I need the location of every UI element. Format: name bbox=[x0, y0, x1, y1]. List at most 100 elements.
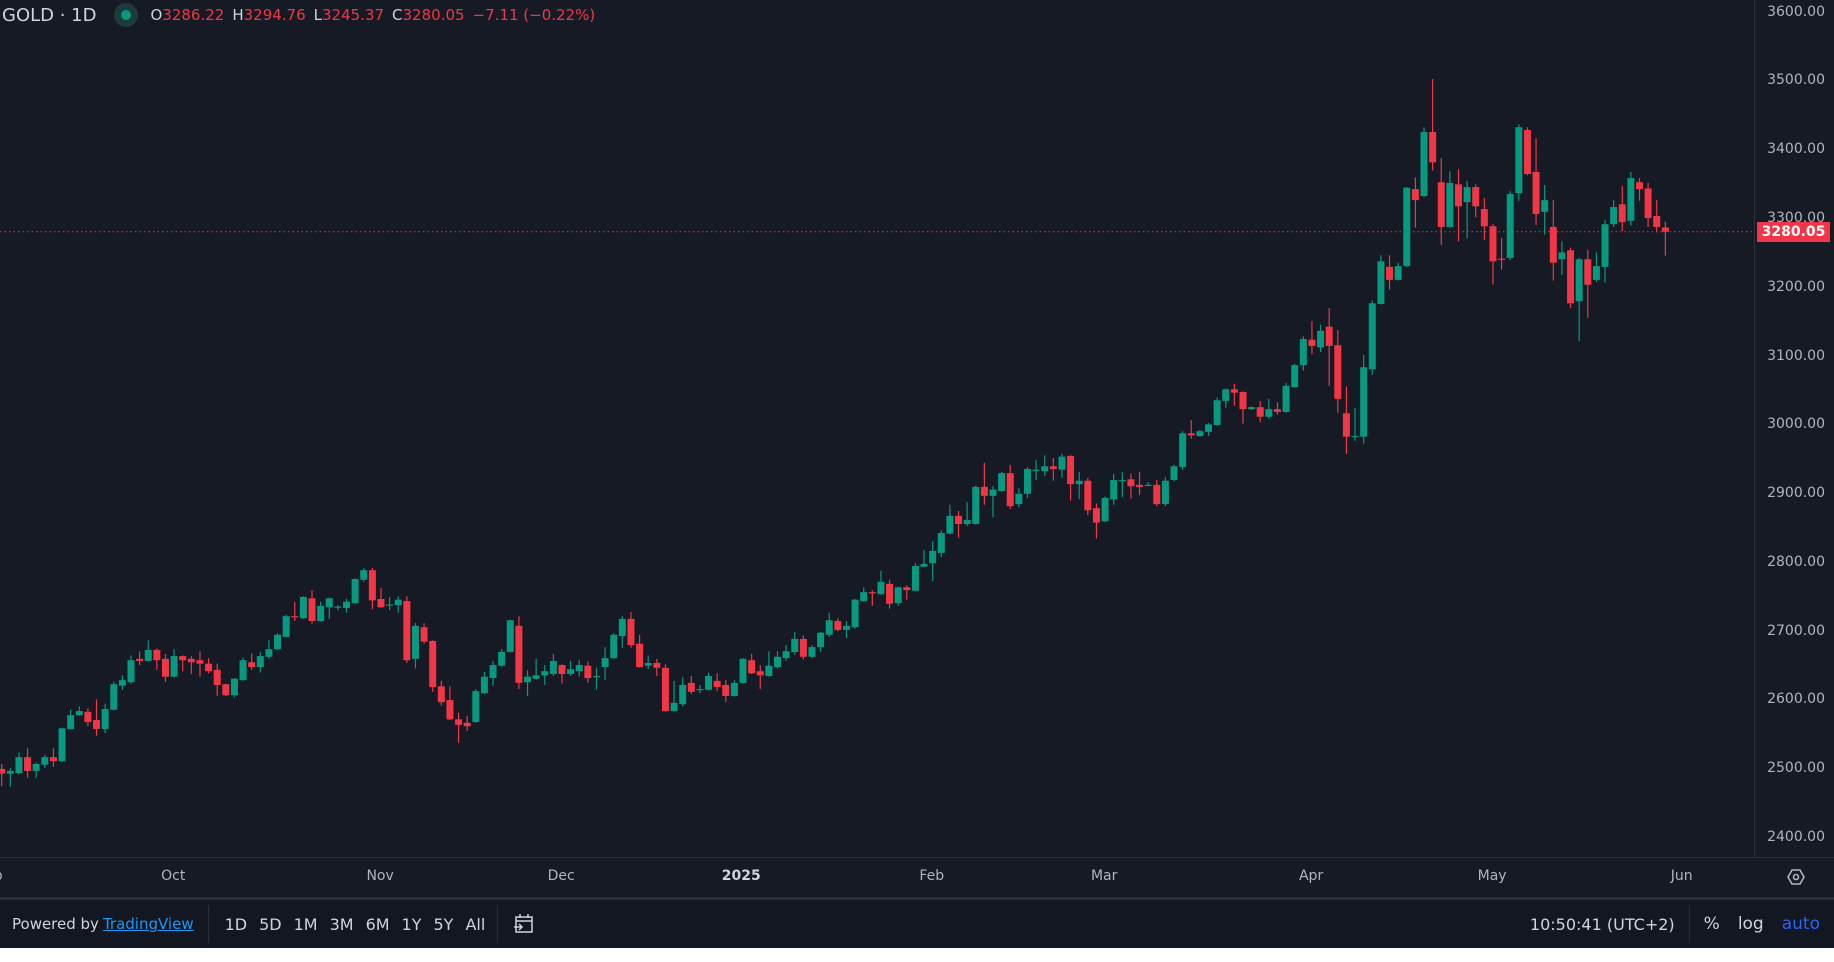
candle bbox=[437, 680, 445, 706]
candle-body bbox=[842, 625, 850, 630]
candle-body bbox=[756, 671, 764, 676]
candle bbox=[584, 661, 592, 683]
candle bbox=[187, 656, 195, 674]
symbol-title[interactable]: GOLD · 1D bbox=[2, 4, 97, 26]
candle bbox=[1463, 180, 1471, 239]
candle bbox=[93, 699, 101, 736]
time-tick-label: p bbox=[0, 868, 3, 884]
log-toggle[interactable]: log bbox=[1737, 914, 1764, 934]
candle bbox=[325, 597, 333, 619]
candle-body bbox=[1006, 473, 1014, 507]
powered-by-text: Powered by bbox=[12, 915, 99, 933]
market-status-icon[interactable] bbox=[114, 3, 139, 27]
candle-body bbox=[1454, 184, 1462, 207]
range-button-5y[interactable]: 5Y bbox=[433, 914, 454, 934]
candle bbox=[24, 748, 32, 778]
divider bbox=[207, 905, 209, 943]
candle-body bbox=[213, 669, 221, 685]
candle-body bbox=[1041, 466, 1049, 472]
candle-body bbox=[136, 658, 144, 661]
candle-body bbox=[1411, 189, 1419, 201]
candle bbox=[1092, 503, 1100, 539]
candle-body bbox=[75, 711, 83, 716]
tradingview-link[interactable]: TradingView bbox=[102, 915, 194, 933]
range-button-1y[interactable]: 1Y bbox=[401, 914, 422, 934]
candle-body bbox=[118, 680, 126, 686]
close-value: 3280.05 bbox=[402, 6, 465, 24]
price-axis[interactable]: 3600.00 3500.00 3400.00 3300.00 3200.00 3100.… bbox=[1754, 0, 1834, 857]
candle-body bbox=[1230, 389, 1238, 393]
candle-body bbox=[1351, 436, 1359, 438]
candle-body bbox=[1187, 433, 1195, 436]
candle bbox=[222, 683, 230, 696]
candle-body bbox=[24, 757, 32, 771]
candle-body bbox=[1325, 326, 1333, 346]
auto-toggle[interactable]: auto bbox=[1781, 914, 1820, 934]
candle-body bbox=[377, 598, 385, 608]
candle-body bbox=[1127, 479, 1135, 487]
candle-body bbox=[368, 570, 376, 601]
calendar-goto-icon[interactable] bbox=[512, 912, 536, 936]
divider bbox=[497, 905, 499, 943]
candle-body bbox=[1170, 466, 1178, 481]
time-tick-label: Feb bbox=[919, 868, 945, 884]
candle-body bbox=[541, 671, 549, 676]
candle bbox=[1118, 471, 1126, 498]
candle-body bbox=[601, 658, 609, 668]
candle bbox=[1386, 255, 1394, 290]
candle-body bbox=[679, 684, 687, 705]
candlestick-plot[interactable] bbox=[0, 0, 1754, 857]
time-axis[interactable]: p Oct Nov Dec 2025 Feb Mar Apr May Jun bbox=[0, 857, 1834, 896]
candle-body bbox=[1420, 132, 1428, 197]
candle bbox=[1213, 397, 1221, 426]
open-label: O bbox=[150, 6, 163, 24]
candle-body bbox=[1394, 266, 1402, 280]
candle bbox=[1299, 336, 1307, 371]
candle bbox=[851, 598, 859, 629]
candle bbox=[317, 601, 325, 622]
candle-body bbox=[825, 620, 833, 635]
candle bbox=[558, 664, 566, 684]
candle-body bbox=[946, 515, 954, 534]
candle-body bbox=[610, 634, 618, 659]
candle bbox=[1429, 79, 1437, 171]
low-label: L bbox=[313, 6, 322, 24]
candle bbox=[661, 664, 669, 712]
candle bbox=[825, 612, 833, 637]
range-button-3m[interactable]: 3M bbox=[329, 914, 354, 934]
range-button-6m[interactable]: 6M bbox=[365, 914, 390, 934]
range-button-1d[interactable]: 1D bbox=[224, 914, 248, 934]
percent-toggle[interactable]: % bbox=[1703, 914, 1720, 934]
range-button-1m[interactable]: 1M bbox=[293, 914, 318, 934]
candle-body bbox=[343, 601, 350, 608]
candle-body bbox=[1067, 455, 1075, 485]
candle bbox=[489, 660, 497, 686]
candle-body bbox=[49, 757, 57, 762]
candle bbox=[1446, 171, 1454, 228]
candle-body bbox=[1592, 266, 1600, 280]
candle bbox=[1360, 354, 1368, 444]
candle-body bbox=[1049, 466, 1057, 470]
candle-body bbox=[739, 658, 747, 683]
candle bbox=[1411, 177, 1419, 228]
candle-body bbox=[1196, 431, 1204, 437]
candle bbox=[498, 649, 506, 667]
candle bbox=[860, 587, 868, 602]
clock-timezone[interactable]: 10:50:41 (UTC+2) bbox=[1529, 914, 1675, 934]
candle bbox=[696, 684, 704, 694]
time-tick-label: May bbox=[1477, 868, 1507, 884]
candle bbox=[1032, 460, 1040, 481]
open-value: 3286.22 bbox=[162, 6, 225, 24]
candle bbox=[1101, 496, 1109, 522]
candle bbox=[1153, 480, 1161, 507]
range-button-all[interactable]: All bbox=[465, 914, 486, 934]
candle-body bbox=[1101, 497, 1109, 522]
candle bbox=[1265, 398, 1273, 419]
candle bbox=[722, 680, 730, 703]
candle bbox=[1377, 255, 1385, 305]
candle-body bbox=[420, 627, 428, 642]
range-button-5d[interactable]: 5D bbox=[259, 914, 282, 934]
candle bbox=[32, 762, 40, 778]
settings-icon[interactable] bbox=[1786, 867, 1806, 887]
candle bbox=[834, 618, 842, 632]
